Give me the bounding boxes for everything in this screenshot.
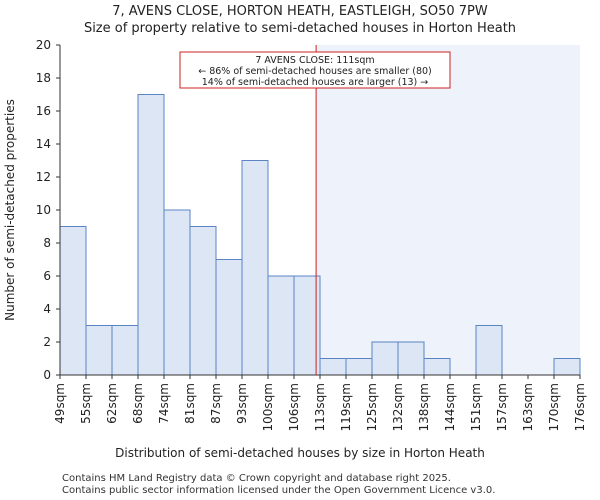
x-tick-label: 93sqm [235, 383, 249, 424]
histogram-bar [319, 358, 347, 376]
histogram-bar [137, 94, 165, 376]
chart-title-address: 7, AVENS CLOSE, HORTON HEATH, EASTLEIGH,… [112, 4, 488, 19]
y-tick-label: 14 [36, 137, 51, 151]
x-tick-label: 138sqm [417, 383, 431, 431]
x-tick-label: 132sqm [391, 383, 405, 431]
histogram-bar [163, 209, 191, 376]
y-tick-label: 10 [36, 203, 51, 217]
histogram-bar [267, 275, 295, 376]
x-tick-label: 81sqm [183, 383, 197, 424]
x-axis-label: Distribution of semi-detached houses by … [115, 446, 485, 460]
highlight-region [316, 45, 580, 375]
histogram-bar [59, 226, 87, 376]
x-tick-label: 62sqm [105, 383, 119, 424]
y-tick-label: 4 [43, 302, 51, 316]
y-tick-label: 0 [43, 368, 51, 382]
x-tick-label: 87sqm [209, 383, 223, 424]
y-tick-label: 12 [36, 170, 51, 184]
y-tick-label: 2 [43, 335, 51, 349]
annotation-text: 14% of semi-detached houses are larger (… [202, 77, 429, 88]
footer-licence: Contains public sector information licen… [62, 485, 496, 496]
x-tick-label: 125sqm [365, 383, 379, 431]
x-tick-label: 151sqm [469, 383, 483, 431]
histogram-bar [111, 325, 139, 376]
x-tick-label: 68sqm [131, 383, 145, 424]
y-tick-label: 20 [36, 38, 51, 52]
x-tick-label: 176sqm [573, 383, 587, 431]
x-tick-label: 119sqm [339, 383, 353, 431]
histogram-bar [345, 358, 373, 376]
histogram-bar [189, 226, 217, 376]
y-axis-label: Number of semi-detached properties [3, 99, 17, 321]
histogram-bar [85, 325, 113, 376]
x-tick-label: 157sqm [495, 383, 509, 431]
y-tick-label: 6 [43, 269, 51, 283]
histogram-bar [397, 341, 425, 376]
footer-copyright: Contains HM Land Registry data © Crown c… [62, 473, 451, 484]
x-tick-label: 113sqm [313, 383, 327, 431]
x-tick-label: 55sqm [79, 383, 93, 424]
y-tick-label: 16 [36, 104, 51, 118]
x-tick-label: 144sqm [443, 383, 457, 431]
histogram-bar [371, 341, 399, 376]
y-tick-label: 18 [36, 71, 51, 85]
x-tick-label: 74sqm [157, 383, 171, 424]
x-tick-label: 106sqm [287, 383, 301, 431]
annotation-text: 7 AVENS CLOSE: 111sqm [255, 55, 374, 66]
histogram-bar [553, 358, 581, 376]
x-tick-label: 163sqm [521, 383, 535, 431]
chart-subtitle: Size of property relative to semi-detach… [83, 21, 517, 36]
histogram-bar [475, 325, 503, 376]
x-tick-label: 170sqm [547, 383, 561, 431]
histogram-bar [241, 160, 269, 376]
x-tick-label: 49sqm [53, 383, 67, 424]
annotation-box [179, 51, 451, 89]
x-tick-label: 100sqm [261, 383, 275, 431]
annotation-text: ← 86% of semi-detached houses are smalle… [198, 66, 432, 77]
histogram-bar [215, 259, 243, 376]
histogram-bar [423, 358, 451, 376]
y-tick-label: 8 [43, 236, 51, 250]
